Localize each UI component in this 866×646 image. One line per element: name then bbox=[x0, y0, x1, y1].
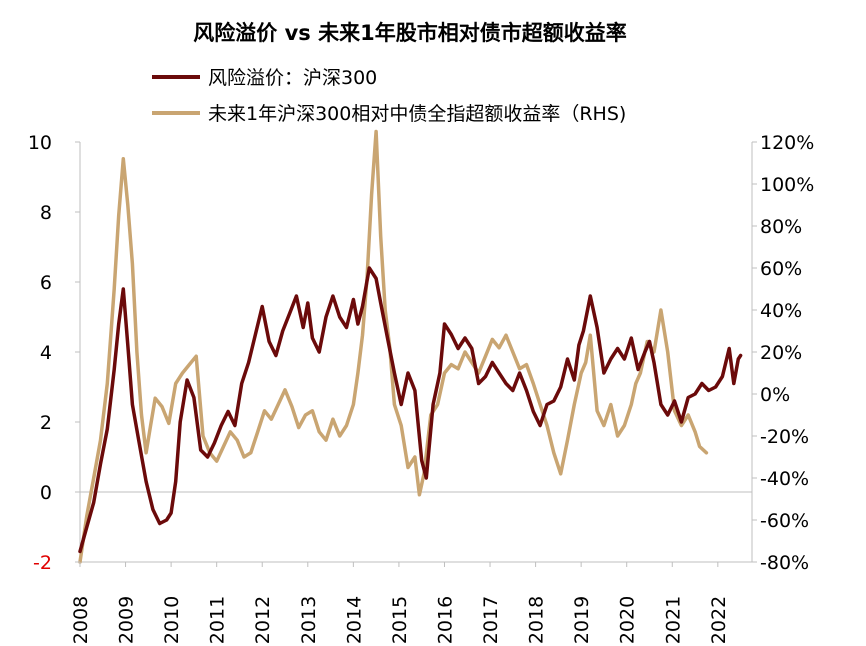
right-tick-label: 60% bbox=[760, 258, 802, 280]
x-tick-label: 2008 bbox=[70, 596, 92, 644]
right-tick-label: 20% bbox=[760, 342, 802, 364]
chart-title: 风险溢价 vs 未来1年股市相对债市超额收益率 bbox=[193, 21, 626, 45]
right-tick-label: -80% bbox=[760, 552, 809, 574]
x-tick-label: 2020 bbox=[617, 596, 639, 644]
x-tick-label: 2022 bbox=[708, 596, 730, 644]
x-tick-label: 2011 bbox=[207, 596, 229, 644]
x-tick-label: 2009 bbox=[116, 596, 138, 644]
x-tick-label: 2018 bbox=[526, 596, 548, 644]
ticks-group: -2 0 2 4 6 8 10 -80% -60% -40% -20% 0% 20% 40% 60% 80% 1… bbox=[28, 132, 815, 644]
left-tick-label: 6 bbox=[40, 272, 52, 294]
series-line-excess-return bbox=[78, 129, 709, 564]
x-tick-label: 2017 bbox=[480, 596, 502, 644]
x-tick-label: 2013 bbox=[298, 596, 320, 644]
right-tick-label: 120% bbox=[760, 132, 814, 154]
x-tick-label: 2021 bbox=[662, 596, 684, 644]
right-tick-label: 0% bbox=[760, 384, 790, 406]
left-tick-label: -2 bbox=[33, 552, 52, 574]
left-tick-label: 10 bbox=[28, 132, 52, 154]
x-tick-label: 2015 bbox=[389, 596, 411, 644]
left-tick-label: 4 bbox=[40, 342, 52, 364]
series-group bbox=[78, 129, 743, 564]
right-tick-label: -40% bbox=[760, 468, 809, 490]
right-tick-label: -20% bbox=[760, 426, 809, 448]
legend-label-excess-return: 未来1年沪深300相对中债全指超额收益率（RHS) bbox=[208, 103, 626, 125]
x-tick-label: 2012 bbox=[252, 596, 274, 644]
right-tick-label: 40% bbox=[760, 300, 802, 322]
right-tick-label: 100% bbox=[760, 174, 814, 196]
left-tick-label: 0 bbox=[40, 482, 52, 504]
legend-label-risk-premium: 风险溢价：沪深300 bbox=[208, 67, 377, 89]
x-tick-label: 2014 bbox=[343, 596, 365, 644]
right-tick-label: -60% bbox=[760, 510, 809, 532]
right-tick-label: 80% bbox=[760, 216, 802, 238]
x-tick-label: 2016 bbox=[434, 596, 456, 644]
left-tick-label: 2 bbox=[40, 412, 52, 434]
left-tick-label: 8 bbox=[40, 202, 52, 224]
x-tick-label: 2019 bbox=[571, 596, 593, 644]
x-tick-label: 2010 bbox=[161, 596, 183, 644]
series-line-risk-premium bbox=[78, 266, 743, 554]
